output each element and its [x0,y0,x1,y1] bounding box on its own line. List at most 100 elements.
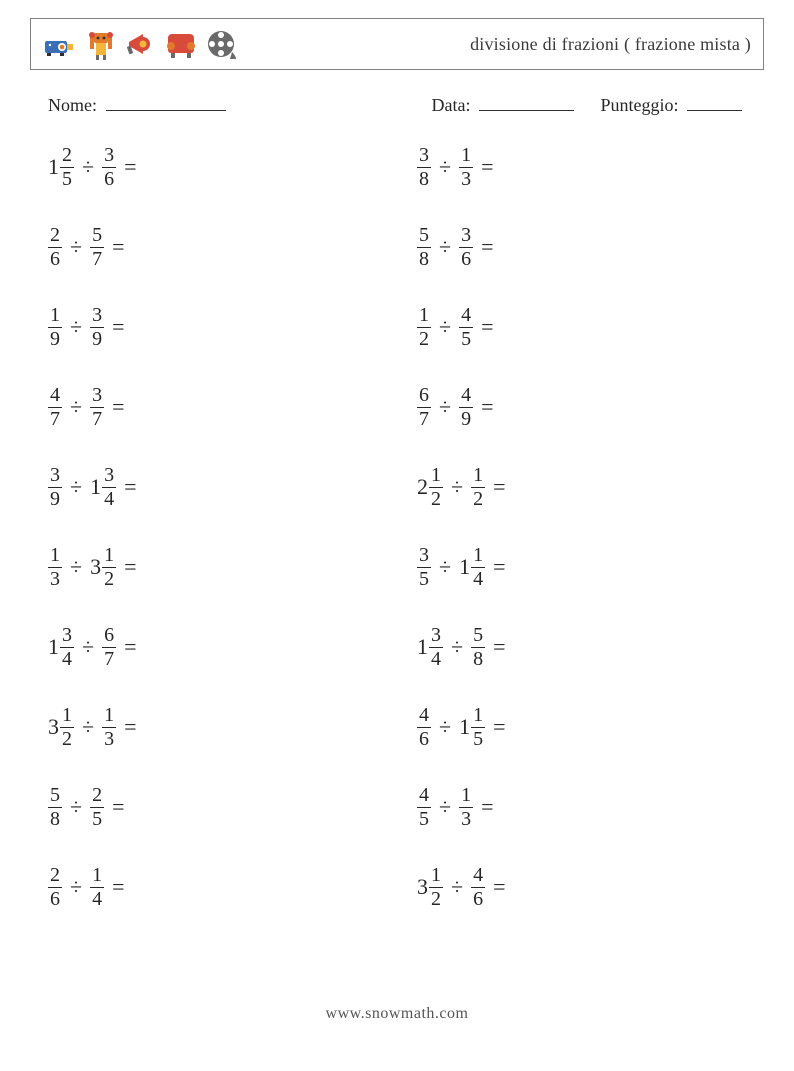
equals: = [481,396,493,418]
problem: 12÷45= [417,302,746,352]
denominator: 7 [48,409,62,430]
armchair-icon [165,28,197,60]
numerator: 4 [471,865,485,886]
fraction: 47 [48,385,62,430]
operator: ÷ [70,876,82,898]
numerator: 3 [417,145,431,166]
numerator: 3 [48,465,62,486]
whole-part: 3 [90,556,101,578]
worksheet-title: divisione di frazioni ( frazione mista ) [470,34,751,55]
operator: ÷ [439,556,451,578]
problem: 46÷115= [417,702,746,752]
denominator: 6 [417,729,431,750]
equals: = [112,796,124,818]
denominator: 6 [102,169,116,190]
denominator: 5 [90,809,104,830]
denominator: 2 [60,729,74,750]
fraction: 15 [471,705,485,750]
numerator: 2 [48,865,62,886]
denominator: 7 [417,409,431,430]
film-reel-icon [205,28,237,60]
footer-url: www.snowmath.com [0,1005,794,1023]
fraction: 25 [90,785,104,830]
fraction: 58 [471,625,485,670]
problem: 26÷57= [48,222,377,272]
whole-part: 1 [48,156,59,178]
problem: 45÷13= [417,782,746,832]
numerator: 4 [459,385,473,406]
name-blank[interactable] [106,92,226,111]
meta-row: Nome: Data: Punteggio: [48,92,746,116]
equals: = [493,876,505,898]
operator: ÷ [439,716,451,738]
operator: ÷ [82,156,94,178]
whole-part: 1 [459,716,470,738]
fraction: 12 [429,465,443,510]
equals: = [481,316,493,338]
fraction: 58 [417,225,431,270]
operator: ÷ [451,476,463,498]
equals: = [493,556,505,578]
score-label: Punteggio: [600,95,678,115]
denominator: 9 [48,329,62,350]
fraction: 34 [102,465,116,510]
name-label: Nome: [48,95,97,115]
fraction: 58 [48,785,62,830]
problem: 13÷312= [48,542,377,592]
date-label: Data: [432,95,471,115]
numerator: 3 [60,625,74,646]
problem: 312÷46= [417,862,746,912]
fraction: 25 [60,145,74,190]
numerator: 2 [60,145,74,166]
operator: ÷ [451,876,463,898]
date-blank[interactable] [479,92,574,111]
numerator: 5 [471,625,485,646]
denominator: 3 [459,169,473,190]
fraction: 13 [459,785,473,830]
header-box: divisione di frazioni ( frazione mista ) [30,18,764,70]
equals: = [481,796,493,818]
denominator: 4 [60,649,74,670]
problem: 134÷58= [417,622,746,672]
operator: ÷ [451,636,463,658]
equals: = [124,156,136,178]
megaphone-icon [125,28,157,60]
problem: 67÷49= [417,382,746,432]
numerator: 1 [102,545,116,566]
denominator: 2 [471,489,485,510]
denominator: 4 [90,889,104,910]
equals: = [493,636,505,658]
problem: 212÷12= [417,462,746,512]
equals: = [112,396,124,418]
operator: ÷ [70,476,82,498]
fraction: 26 [48,225,62,270]
fraction: 46 [417,705,431,750]
whole-part: 1 [90,476,101,498]
operator: ÷ [439,796,451,818]
problems-grid: 125÷36=38÷13=26÷57=58÷36=19÷39=12÷45=47÷… [48,142,746,912]
fraction: 12 [429,865,443,910]
fraction: 13 [48,545,62,590]
problem: 19÷39= [48,302,377,352]
denominator: 5 [60,169,74,190]
numerator: 5 [90,225,104,246]
denominator: 4 [471,569,485,590]
fraction: 67 [102,625,116,670]
numerator: 1 [48,545,62,566]
problem: 125÷36= [48,142,377,192]
equals: = [124,476,136,498]
problem: 39÷134= [48,462,377,512]
numerator: 3 [90,305,104,326]
numerator: 3 [102,465,116,486]
denominator: 5 [417,809,431,830]
denominator: 6 [459,249,473,270]
score-blank[interactable] [687,92,742,111]
problem: 312÷13= [48,702,377,752]
denominator: 3 [459,809,473,830]
numerator: 1 [90,865,104,886]
problem: 134÷67= [48,622,377,672]
problem: 38÷13= [417,142,746,192]
denominator: 5 [417,569,431,590]
fraction: 67 [417,385,431,430]
fraction: 36 [102,145,116,190]
